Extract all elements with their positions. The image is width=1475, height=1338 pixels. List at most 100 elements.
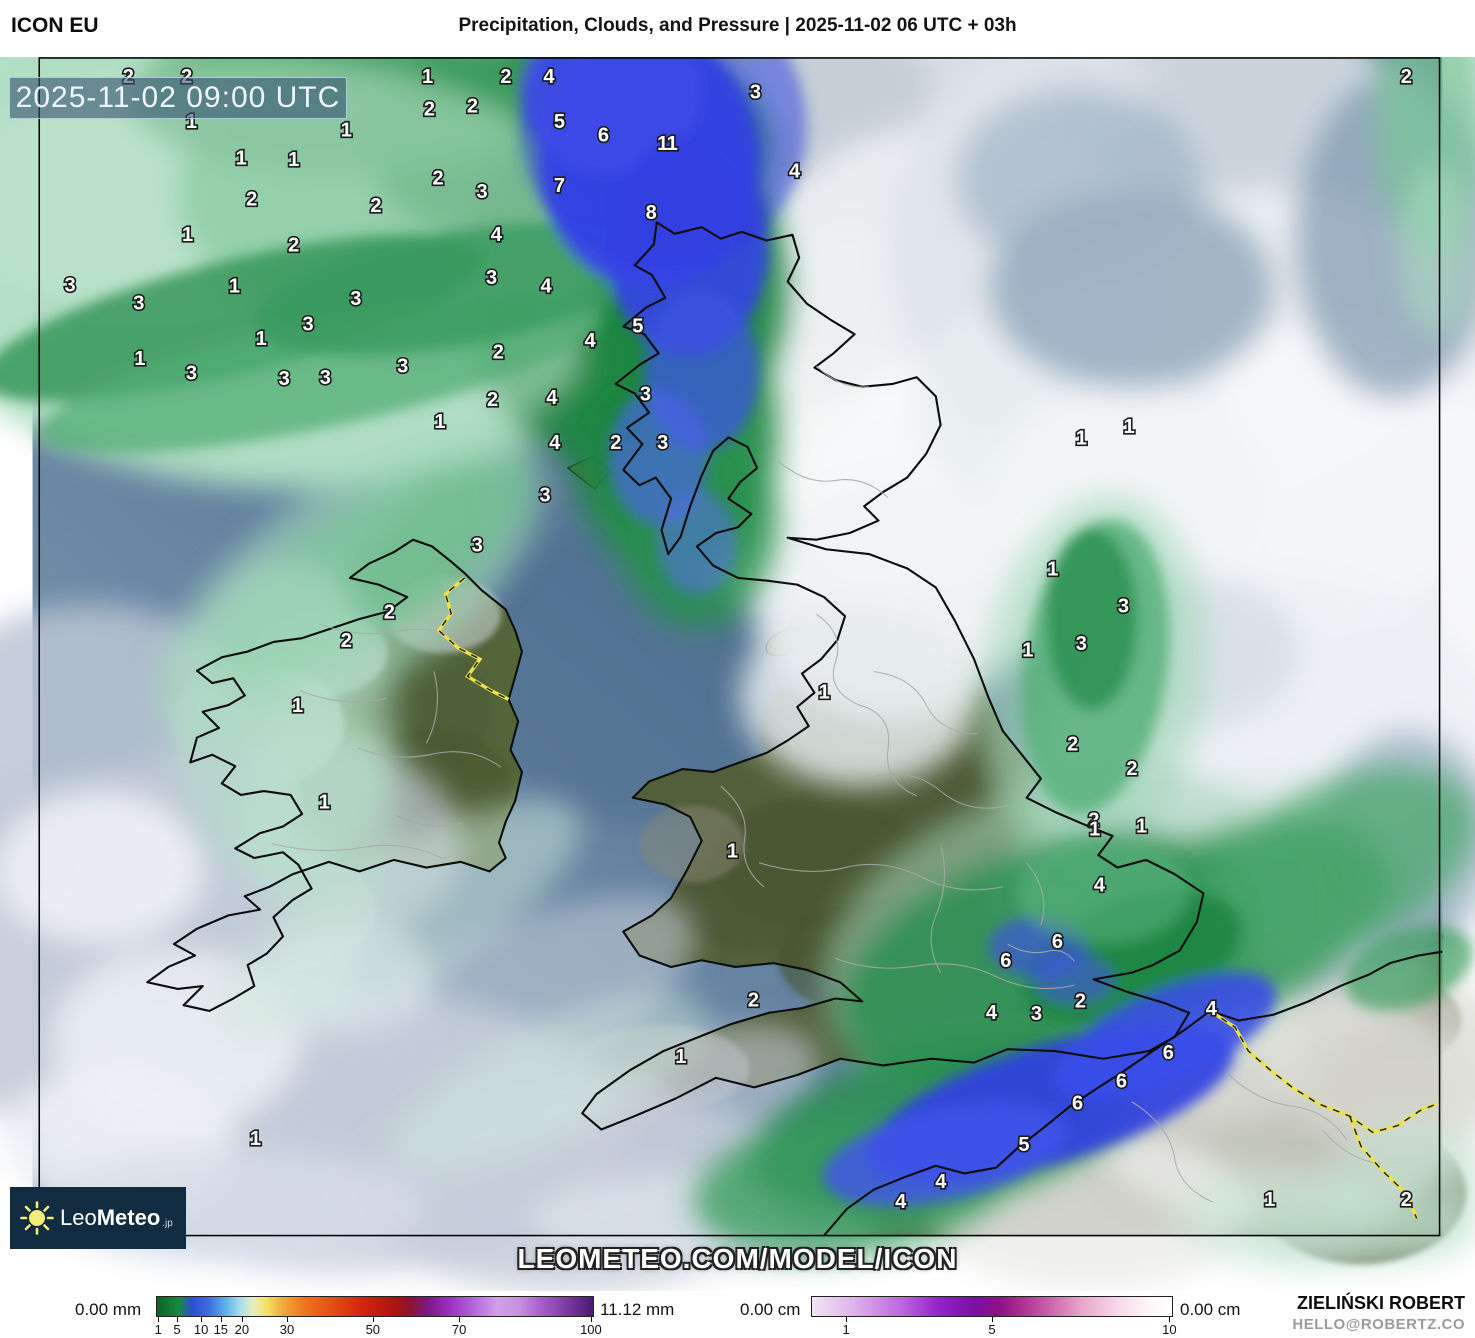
precip-value-label: 3 (1118, 596, 1129, 618)
timestamp-overlay: 2025-11-02 09:00 UTC (9, 77, 347, 119)
precip-value-label: 2 (1088, 810, 1099, 832)
precip-value-label: 3 (486, 267, 497, 289)
model-name: ICON EU (11, 14, 99, 37)
map-canvas: 2212432221561111142732281423314333514213… (0, 57, 1475, 1291)
precip-value-label: 3 (1076, 633, 1087, 655)
precip-value-label: 2 (1126, 758, 1137, 780)
header-bar: ICON EU Precipitation, Clouds, and Press… (0, 0, 1475, 57)
precip-value-label: 1 (1047, 558, 1058, 580)
legend-tick-label: 10 (193, 1322, 209, 1337)
snow-legend-gradient (811, 1296, 1173, 1317)
precip-value-label: 4 (1206, 998, 1218, 1020)
precip-value-label: 1 (727, 840, 738, 862)
precip-value-label: 3 (750, 81, 761, 103)
precip-value-label: 3 (279, 368, 290, 390)
precip-value-label: 4 (491, 224, 503, 246)
map-frame (38, 57, 1441, 1237)
precip-value-label: 1 (1076, 427, 1087, 449)
precip-value-label: 1 (1124, 416, 1135, 438)
precip-value-label: 2 (1067, 733, 1078, 755)
precip-value-label: 1 (434, 411, 445, 433)
sun-icon (20, 1201, 54, 1235)
precip-value-label: 3 (472, 534, 483, 556)
snow-legend-max: 0.00 cm (1180, 1300, 1241, 1319)
precip-value-label: 1 (819, 682, 830, 704)
attribution-name: ZIELIŃSKI ROBERT (1296, 1293, 1465, 1313)
legend-tick-label: 50 (365, 1322, 381, 1337)
precip-value-label: 2 (467, 96, 478, 118)
precip-value-label: 1 (1022, 640, 1033, 662)
precip-value-label: 2 (370, 195, 381, 217)
precip-value-label: 3 (133, 293, 144, 315)
precip-value-label: 3 (303, 314, 314, 336)
precip-value-label: 4 (584, 330, 596, 352)
precip-value-label: 4 (549, 432, 561, 454)
timestamp-text: 2025-11-02 09:00 UTC (15, 81, 341, 114)
precip-value-label: 8 (646, 202, 657, 224)
precip-value-label: 5 (554, 111, 565, 133)
legend-tick-mark (846, 1317, 848, 1322)
legend-tick-mark (590, 1317, 592, 1322)
logo-suffix: .jp (162, 1217, 173, 1229)
precip-value-label: 2 (424, 99, 435, 121)
precip-value-label: 3 (320, 367, 331, 389)
legend-tick-label: 10 (1162, 1322, 1177, 1337)
precip-value-label: 3 (186, 362, 197, 384)
legend-tick-label: 15 (213, 1322, 229, 1337)
precip-value-label: 2 (341, 630, 352, 652)
precip-value-label: 1 (1264, 1189, 1275, 1211)
precip-value-label: 1 (422, 66, 433, 88)
legend-tick-mark (201, 1317, 203, 1322)
precip-value-layer: 2212432221561111142732281423314333514213… (63, 64, 1414, 1214)
precip-value-label: 2 (610, 432, 621, 454)
snow-legend-min: 0.00 cm (740, 1300, 801, 1319)
precip-legend-ticks: 1 5 10 15 20 30 50 70 100 (155, 1317, 602, 1337)
precip-value-label: 6 (1072, 1093, 1083, 1115)
precip-value-label: 3 (350, 288, 361, 310)
precip-value-label: 1 (675, 1046, 686, 1068)
precip-value-label: 4 (895, 1191, 907, 1213)
precip-legend-gradient (156, 1296, 594, 1317)
precip-value-label: 1 (1089, 818, 1100, 840)
logo-wordmark: LeoMeteo (60, 1205, 161, 1230)
precip-value-label: 6 (1000, 950, 1011, 972)
legend-tick-label: 5 (988, 1322, 996, 1337)
national-border-layer (436, 576, 1439, 1219)
precip-value-label: 4 (935, 1171, 947, 1193)
precip-value-label: 6 (1052, 931, 1063, 953)
border-northern-ireland-dash (437, 577, 509, 700)
precip-value-label: 2 (487, 389, 498, 411)
precip-value-label: 1 (288, 149, 299, 171)
precip-value-label: 1 (319, 792, 330, 814)
page-title: Precipitation, Clouds, and Pressure | 20… (458, 15, 1017, 36)
precip-value-label: 3 (640, 383, 651, 405)
precip-value-label: 2 (493, 341, 504, 363)
legend-tick-label: 70 (451, 1322, 467, 1337)
legend-bar: 0.00 mm 1 5 10 15 20 30 50 70 100 11.12 mm 0.00 … (0, 1291, 1475, 1338)
precip-value-label: 5 (632, 316, 643, 338)
precip-value-label: 4 (543, 66, 555, 88)
precip-value-label: 1 (341, 120, 352, 142)
precip-value-label: 2 (748, 989, 759, 1011)
precip-value-label: 2 (384, 601, 395, 623)
precip-value-label: 3 (657, 432, 668, 454)
precip-value-label: 4 (1094, 875, 1106, 897)
precip-value-label: 4 (986, 1002, 998, 1024)
precip-value-label: 4 (546, 387, 558, 409)
legend-tick-label: 100 (580, 1322, 602, 1337)
legend-tick-mark (177, 1317, 179, 1322)
legend-tick-mark (459, 1317, 461, 1322)
precip-legend-min: 0.00 mm (75, 1300, 142, 1319)
precip-value-label: 2 (246, 188, 257, 210)
precip-value-label: 2 (1075, 990, 1086, 1012)
precip-value-label: 3 (476, 181, 487, 203)
precip-value-label: 3 (397, 356, 408, 378)
legend-tick-mark (372, 1317, 374, 1322)
precip-value-label: 3 (1031, 1003, 1042, 1025)
legend-tick-mark (286, 1317, 288, 1322)
precip-value-label: 1 (134, 348, 145, 370)
precip-value-label: 2 (432, 167, 443, 189)
precip-value-label: 3 (64, 274, 75, 296)
legend-tick-label: 1 (842, 1322, 850, 1337)
